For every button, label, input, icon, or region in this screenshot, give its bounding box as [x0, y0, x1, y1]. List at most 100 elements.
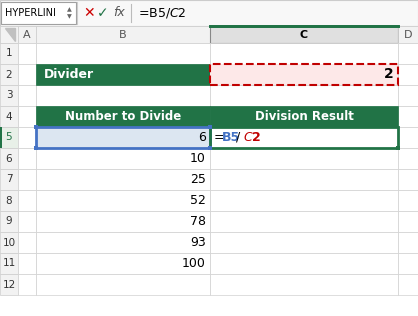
- Bar: [0, 190, 18, 211]
- Bar: [18, 43, 36, 64]
- Bar: [18, 211, 36, 232]
- Bar: [210, 106, 398, 127]
- Bar: [208, 146, 212, 150]
- Text: 6: 6: [198, 131, 206, 144]
- Bar: [398, 106, 418, 127]
- Text: 7: 7: [6, 174, 12, 185]
- Text: 11: 11: [3, 258, 15, 269]
- Bar: [36, 85, 210, 106]
- Bar: [210, 211, 398, 232]
- Bar: [210, 148, 398, 169]
- Bar: [398, 148, 418, 169]
- Text: =B5/$C$2: =B5/$C$2: [138, 6, 186, 20]
- Bar: [34, 125, 38, 129]
- Text: C: C: [300, 29, 308, 40]
- Bar: [210, 253, 398, 274]
- Bar: [0, 26, 18, 43]
- Bar: [0, 148, 18, 169]
- Text: 12: 12: [3, 279, 15, 289]
- Bar: [398, 211, 418, 232]
- Bar: [36, 148, 210, 169]
- Bar: [36, 232, 210, 253]
- Text: 4: 4: [6, 112, 12, 121]
- Text: 2: 2: [6, 70, 12, 80]
- Text: 100: 100: [182, 257, 206, 270]
- Text: Number to Divide: Number to Divide: [65, 110, 181, 123]
- Bar: [210, 106, 398, 127]
- Bar: [36, 106, 210, 127]
- Text: 9: 9: [6, 216, 12, 227]
- Bar: [398, 232, 418, 253]
- Bar: [18, 26, 36, 43]
- Bar: [210, 64, 398, 85]
- Bar: [0, 0, 418, 26]
- Bar: [210, 169, 398, 190]
- Text: D: D: [404, 29, 412, 40]
- Bar: [398, 64, 418, 85]
- Bar: [0, 211, 18, 232]
- Bar: [36, 106, 210, 127]
- Text: ✕: ✕: [83, 6, 95, 20]
- Bar: [0, 274, 18, 295]
- Bar: [0, 253, 18, 274]
- Bar: [0, 232, 18, 253]
- Bar: [36, 127, 210, 148]
- Text: $C$2: $C$2: [243, 131, 261, 144]
- Text: 93: 93: [190, 236, 206, 249]
- Bar: [210, 85, 398, 106]
- Bar: [18, 64, 36, 85]
- Bar: [0, 64, 18, 85]
- Text: ✓: ✓: [97, 6, 109, 20]
- Text: 1: 1: [6, 48, 12, 58]
- Bar: [210, 274, 398, 295]
- Bar: [36, 274, 210, 295]
- Text: B: B: [119, 29, 127, 40]
- Text: 3: 3: [6, 90, 12, 100]
- Bar: [210, 127, 398, 148]
- Bar: [398, 169, 418, 190]
- Bar: [18, 232, 36, 253]
- Bar: [398, 26, 418, 43]
- Bar: [36, 253, 210, 274]
- Bar: [398, 43, 418, 64]
- Bar: [210, 43, 398, 64]
- Bar: [210, 26, 398, 43]
- Text: fx: fx: [113, 7, 125, 20]
- Bar: [34, 146, 38, 150]
- Bar: [398, 85, 418, 106]
- Text: 10: 10: [190, 152, 206, 165]
- Text: Divider: Divider: [44, 68, 94, 81]
- Bar: [0, 127, 2, 148]
- Bar: [210, 64, 398, 85]
- Bar: [210, 64, 398, 85]
- Text: 78: 78: [190, 215, 206, 228]
- Bar: [36, 26, 210, 43]
- Polygon shape: [5, 28, 15, 41]
- Bar: [36, 169, 210, 190]
- Text: B5: B5: [222, 131, 240, 144]
- Text: 5: 5: [6, 132, 12, 143]
- Text: 52: 52: [190, 194, 206, 207]
- Bar: [210, 232, 398, 253]
- Bar: [36, 64, 210, 85]
- Bar: [36, 232, 210, 253]
- Bar: [210, 190, 398, 211]
- Bar: [18, 169, 36, 190]
- Bar: [18, 190, 36, 211]
- Text: 2: 2: [384, 68, 394, 82]
- Bar: [398, 274, 418, 295]
- Bar: [18, 253, 36, 274]
- Bar: [0, 85, 18, 106]
- Bar: [0, 43, 18, 64]
- Bar: [398, 190, 418, 211]
- Bar: [36, 211, 210, 232]
- Bar: [210, 127, 398, 148]
- Bar: [398, 253, 418, 274]
- Bar: [36, 253, 210, 274]
- Bar: [1, 2, 76, 24]
- Text: =: =: [214, 131, 224, 144]
- Bar: [36, 127, 210, 148]
- Bar: [36, 43, 210, 64]
- Bar: [36, 64, 210, 85]
- Bar: [0, 26, 418, 43]
